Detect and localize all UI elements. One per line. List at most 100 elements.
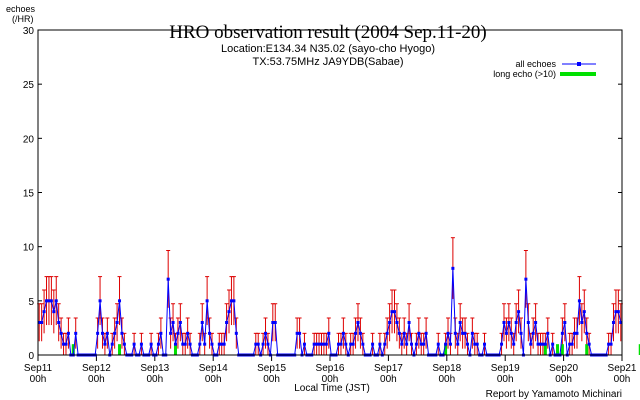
all-echoes-point <box>220 342 224 346</box>
all-echoes-point <box>400 342 404 346</box>
all-echoes-point <box>115 321 119 324</box>
all-echoes-point <box>217 342 221 346</box>
all-echoes-point <box>49 299 53 303</box>
all-echoes-point <box>159 331 163 335</box>
all-echoes-point <box>37 321 41 324</box>
x-tick-date-label: Sep14 <box>199 363 228 374</box>
long-echo-bar <box>585 344 589 355</box>
all-echoes-point <box>509 331 513 335</box>
x-tick-date-label: Sep21 <box>608 363 637 374</box>
all-echoes-point <box>198 342 202 346</box>
legend: all echoes long echo (>10) <box>493 59 596 79</box>
x-tick-time-label: 00h <box>614 374 631 385</box>
all-echoes-point <box>74 331 78 335</box>
all-echoes-point <box>526 321 530 324</box>
all-echoes-series <box>37 266 623 357</box>
all-echoes-point <box>541 342 545 346</box>
all-echoes-point <box>234 331 238 335</box>
all-echoes-point <box>463 331 467 335</box>
all-echoes-point <box>512 342 516 346</box>
y-axis-ticks: 0 5 10 15 20 25 30 <box>23 26 622 362</box>
all-echoes-point <box>580 321 584 324</box>
all-echoes-point <box>453 331 457 335</box>
all-echoes-point <box>327 331 331 335</box>
all-echoes-point <box>536 342 540 346</box>
all-echoes-point <box>200 321 204 324</box>
all-echoes-point <box>341 331 345 335</box>
all-echoes-point <box>458 321 462 324</box>
x-tick-time-label: 00h <box>438 374 455 385</box>
all-echoes-point <box>57 321 61 324</box>
all-echoes-point <box>302 342 306 346</box>
all-echoes-point <box>183 342 187 346</box>
all-echoes-point <box>517 310 521 314</box>
all-echoes-point <box>317 342 321 346</box>
all-echoes-point <box>181 342 185 346</box>
legend-label-long-echo: long echo (>10) <box>493 69 556 79</box>
all-echoes-point <box>446 331 450 335</box>
x-axis-label: Local Time (JST) <box>294 383 370 394</box>
all-echoes-point <box>98 299 102 303</box>
long-echo-bar <box>543 344 547 355</box>
all-echoes-point <box>122 342 126 346</box>
all-echoes-point <box>356 321 360 324</box>
all-echoes-point <box>156 342 160 346</box>
plot-frame <box>37 29 623 356</box>
all-echoes-point <box>256 342 260 346</box>
all-echoes-point <box>371 342 375 346</box>
all-echoes-point <box>344 342 348 346</box>
all-echoes-point <box>504 331 508 335</box>
all-echoes-point <box>176 331 180 335</box>
all-echoes-point <box>110 342 114 346</box>
all-echoes-point <box>186 331 190 335</box>
all-echoes-point <box>229 299 233 303</box>
all-echoes-point <box>40 321 44 324</box>
all-echoes-point <box>395 321 399 324</box>
all-echoes-point <box>616 310 620 314</box>
all-echoes-point <box>392 310 396 314</box>
all-echoes-point <box>568 342 572 346</box>
all-echoes-point <box>354 331 358 335</box>
all-echoes-point <box>385 331 389 335</box>
report-credit: Report by Yamamoto Michinari <box>486 389 622 400</box>
all-echoes-point <box>264 331 268 335</box>
all-echoes-point <box>500 342 504 346</box>
all-echoes-point <box>66 331 70 335</box>
all-echoes-point <box>422 342 426 346</box>
all-echoes-point <box>390 310 394 314</box>
all-echoes-point <box>132 342 136 346</box>
x-tick-time-label: 00h <box>30 374 47 385</box>
all-echoes-point <box>529 342 533 346</box>
long-echo-bar <box>560 344 564 355</box>
all-echoes-point <box>483 342 487 346</box>
x-tick-time-label: 00h <box>146 374 163 385</box>
y-axis-label-line-1: echoes <box>6 4 36 14</box>
error-bars <box>37 237 623 355</box>
all-echoes-point <box>582 310 586 314</box>
all-echoes-point <box>118 299 122 303</box>
x-tick-time-label: 00h <box>380 374 397 385</box>
all-echoes-point <box>519 331 523 335</box>
all-echoes-point <box>358 331 362 335</box>
all-echoes-point <box>52 310 56 314</box>
all-echoes-point <box>222 342 226 346</box>
x-tick-date-label: Sep16 <box>316 363 345 374</box>
x-axis-ticks: Sep1100hSep1200hSep1300hSep1400hSep1500h… <box>24 355 637 385</box>
all-echoes-point <box>402 331 406 335</box>
all-echoes-point <box>551 342 555 346</box>
all-echoes-point <box>166 277 170 281</box>
y-axis-label-line-2: (/HR) <box>12 14 34 24</box>
all-echoes-point <box>383 342 387 346</box>
all-echoes-point <box>315 342 319 346</box>
y-tick-label: 25 <box>23 80 35 91</box>
all-echoes-point <box>587 342 591 346</box>
long-echo-series <box>71 344 640 355</box>
all-echoes-point <box>475 342 479 346</box>
all-echoes-point <box>173 342 177 346</box>
all-echoes-point <box>405 342 409 346</box>
all-echoes-point <box>47 299 51 303</box>
all-echoes-point <box>534 321 538 324</box>
all-echoes-point <box>171 321 175 324</box>
x-tick-date-label: Sep18 <box>432 363 461 374</box>
y-tick-label: 0 <box>28 351 34 362</box>
